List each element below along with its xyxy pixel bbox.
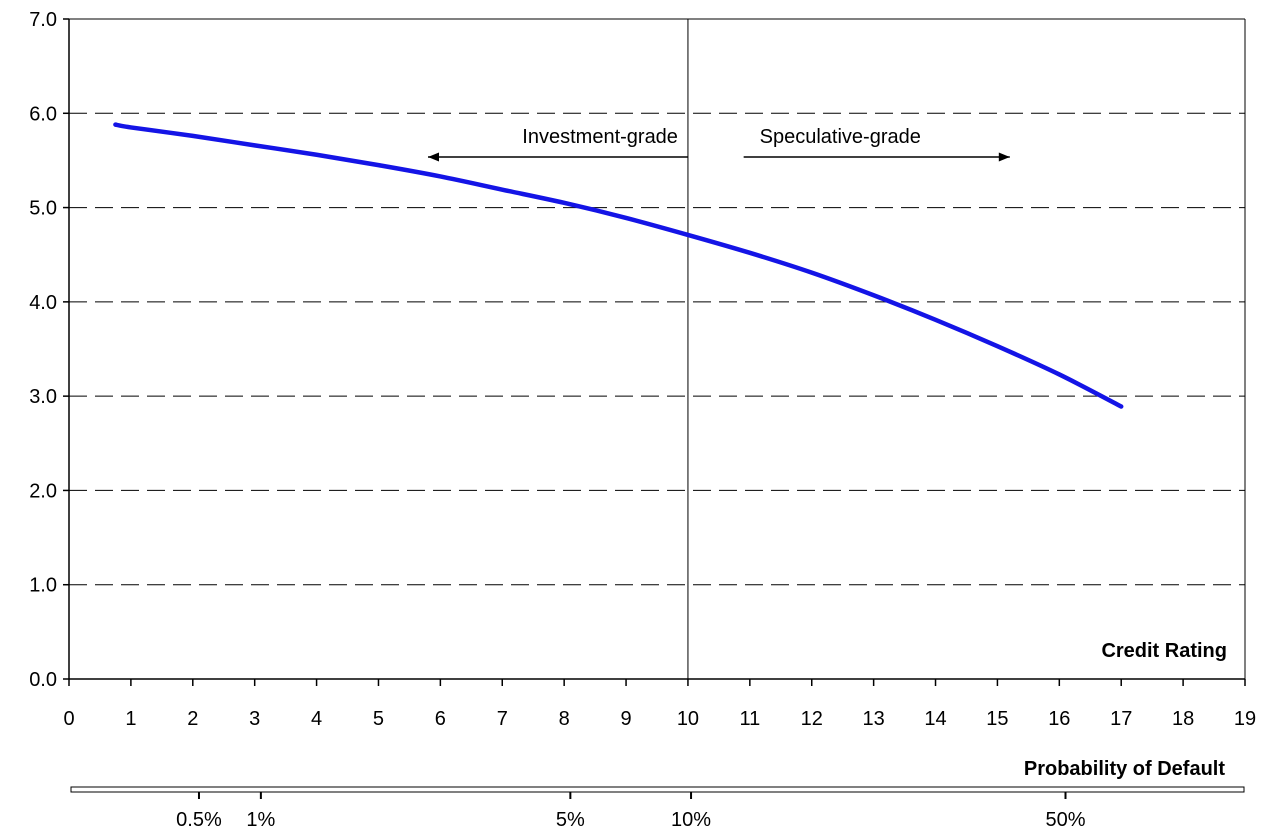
y-tick-label: 2.0 (29, 480, 57, 502)
y-tick-label: 0.0 (29, 669, 57, 691)
probability-axis-title: Probability of Default (1024, 758, 1225, 780)
probability-tick-label: 50% (1045, 809, 1085, 831)
investment-grade-label: Investment-grade (522, 126, 678, 148)
x-tick-label: 9 (620, 708, 631, 730)
x-tick-label: 16 (1048, 708, 1070, 730)
x-tick-label: 2 (187, 708, 198, 730)
x-tick-label: 4 (311, 708, 322, 730)
y-axis-ticks: 0.0 1.0 2.0 3.0 4.0 5.0 6.0 7.0 (29, 9, 69, 691)
probability-tick-label: 5% (556, 809, 585, 831)
y-tick-label: 6.0 (29, 103, 57, 125)
y-tick-label: 4.0 (29, 292, 57, 314)
y-tick-label: 1.0 (29, 575, 57, 597)
probability-tick-label: 10% (671, 809, 711, 831)
speculative-grade-label: Speculative-grade (760, 126, 921, 148)
x-tick-label: 15 (986, 708, 1008, 730)
y-tick-label: 5.0 (29, 198, 57, 220)
probability-axis-bar (70, 786, 1245, 793)
grid-lines (69, 112, 1245, 586)
x-tick-label: 8 (559, 708, 570, 730)
x-tick-label: 10 (677, 708, 699, 730)
x-tick-label: 11 (739, 708, 760, 730)
x-tick-label: 12 (801, 708, 823, 730)
x-tick-label: 0 (63, 708, 74, 730)
x-tick-label: 3 (249, 708, 260, 730)
investment-arrow-head (427, 152, 439, 162)
probability-tick-label: 0.5% (176, 809, 222, 831)
x-tick-label: 14 (924, 708, 946, 730)
x-tick-label: 17 (1110, 708, 1132, 730)
axes (68, 18, 1246, 680)
x-axis-title: Credit Rating (1101, 640, 1227, 662)
probability-tick-label: 1% (246, 809, 275, 831)
y-tick-label: 7.0 (29, 9, 57, 31)
annotations: Investment-grade Speculative-grade (427, 126, 1010, 162)
x-tick-label: 13 (863, 708, 885, 730)
x-tick-label: 6 (435, 708, 446, 730)
series-layer (113, 122, 1124, 409)
x-tick-label: 1 (125, 708, 136, 730)
speculative-arrow-head (998, 152, 1010, 162)
probability-of-default-axis: Probability of Default 0.5% 1% 5% 10% 50% (70, 758, 1245, 831)
series-line-0 (113, 122, 1124, 409)
x-tick-label: 7 (497, 708, 508, 730)
x-axis-ticks: 0 1 2 3 4 5 6 7 8 9 10 11 12 13 14 15 16 17 18 19 (63, 679, 1256, 730)
y-tick-label: 3.0 (29, 386, 57, 408)
x-tick-label: 19 (1234, 708, 1256, 730)
x-tick-label: 5 (373, 708, 384, 730)
x-tick-label: 18 (1172, 708, 1194, 730)
